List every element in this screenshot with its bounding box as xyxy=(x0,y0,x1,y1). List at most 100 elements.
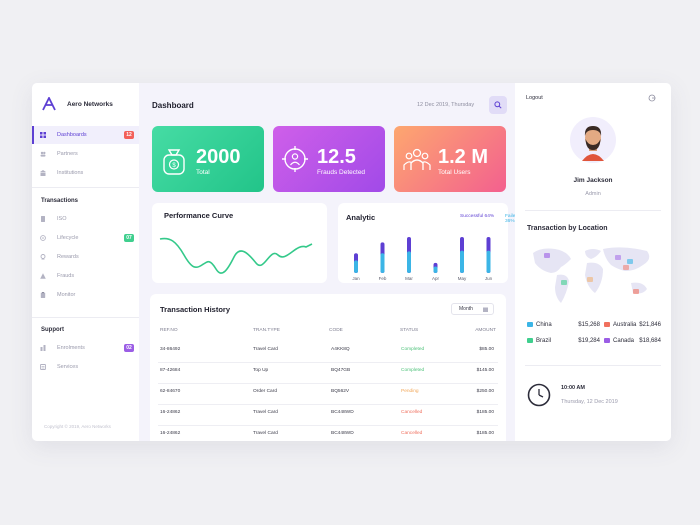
sidebar-item-label: Lifecycle xyxy=(57,235,79,241)
sidebar-item-label: Partners xyxy=(57,151,78,157)
row-divider xyxy=(158,404,498,405)
award-icon xyxy=(40,254,46,260)
stat-card-users[interactable]: 1.2 M Total Users xyxy=(394,126,506,192)
stat-label: Total xyxy=(196,169,210,176)
stat-label: Total Users xyxy=(438,169,471,176)
table-row[interactable]: 16-24862 Travel Card BC448WD Cancelled $185.… xyxy=(150,425,506,441)
notification-badge: 02 xyxy=(124,344,134,352)
sidebar-item-frauds[interactable]: Frauds xyxy=(32,267,139,285)
row-divider xyxy=(158,362,498,363)
sidebar-item-label: Services xyxy=(57,364,79,370)
analytic-chart: Jan Feb Mar Apr May Jun xyxy=(352,237,493,281)
location-amount: $21,846 xyxy=(639,322,661,328)
divider xyxy=(525,365,661,366)
sidebar-item-label: Dashboards xyxy=(57,132,87,138)
month-filter-dropdown[interactable]: Month xyxy=(451,303,494,315)
bar-failed-apr[interactable] xyxy=(433,266,438,273)
table-header-col-type[interactable]: TRAN.TYPE xyxy=(253,328,280,333)
table-header-col-code[interactable]: CODE xyxy=(329,328,343,333)
sidebar-item-partners[interactable]: Partners xyxy=(32,145,139,163)
logout-link[interactable]: Logout xyxy=(526,95,543,101)
avatar[interactable] xyxy=(570,117,616,163)
legend-failed: Failed 36% xyxy=(505,214,519,224)
table-cell-code: BQ562V xyxy=(331,389,350,394)
stat-value: 2000 xyxy=(196,146,241,168)
users-icon xyxy=(40,151,46,157)
sidebar-item-label: ISO xyxy=(57,216,67,222)
services-icon xyxy=(40,364,46,370)
page-title: Dashboard xyxy=(152,101,194,110)
table-cell-code: BC448WD xyxy=(331,410,354,415)
search-icon xyxy=(494,101,502,109)
sidebar: Aero Networks Dashboards 12 Partners Ins… xyxy=(32,83,139,441)
legend-successful: Successful 64% xyxy=(460,214,495,219)
bar-failed-jan[interactable] xyxy=(354,260,358,273)
table-cell-ref: 62-84670 xyxy=(160,389,181,394)
stat-card-total[interactable]: $ 2000 Total xyxy=(152,126,264,192)
sidebar-item-label: Enrolments xyxy=(57,345,85,351)
notification-badge: 12 xyxy=(124,131,134,139)
stat-label: Frauds Detected xyxy=(317,169,366,176)
flag-icon xyxy=(527,322,533,327)
user-name: Jim Jackson xyxy=(573,177,613,184)
location-row-brazil: Brazil xyxy=(527,338,551,344)
power-icon[interactable] xyxy=(648,94,656,102)
divider xyxy=(525,210,661,211)
section-title-support: Support xyxy=(41,327,64,333)
x-tick-label: Mar xyxy=(405,276,413,281)
bar-failed-feb[interactable] xyxy=(380,253,385,273)
card-title: Performance Curve xyxy=(164,211,234,220)
table-row[interactable]: 16-24862 Travel Card BC448WD Cancelled $185.… xyxy=(150,404,506,426)
table-row[interactable]: 87-42684 Top Up BQ47GB Completed $145.00 xyxy=(150,362,506,384)
x-tick-label: Feb xyxy=(379,276,387,281)
table-cell-amount: $145.00 xyxy=(476,368,494,373)
search-button[interactable] xyxy=(489,96,507,114)
sidebar-item-institutions[interactable]: Institutions xyxy=(32,164,139,182)
table-header-col-status[interactable]: STATUS xyxy=(400,328,419,333)
x-tick-label: Jun xyxy=(485,276,493,281)
table-row[interactable]: 62-84670 Order Card BQ562V Pending $250.00 xyxy=(150,383,506,405)
analytic-card: Analytic Jan Feb Mar Apr May Jun xyxy=(338,203,508,283)
card-title: Analytic xyxy=(346,213,376,222)
sidebar-item-label: Frauds xyxy=(57,273,75,279)
table-cell-status: Completed xyxy=(401,368,425,373)
section-title-transactions: Transactions xyxy=(41,198,79,204)
sidebar-item-lifecycle[interactable]: Lifecycle 07 xyxy=(32,229,139,247)
table-header-col-ref[interactable]: REF.NO xyxy=(160,328,178,333)
aero-logo-icon xyxy=(42,97,56,111)
sidebar-item-services[interactable]: Services xyxy=(32,358,139,376)
table-cell-amount: $85.00 xyxy=(479,347,494,352)
right-panel: Logout Jim Jackson Admin Transaction by … xyxy=(515,83,671,441)
bar-failed-jun[interactable] xyxy=(486,250,491,273)
table-header-col-amount[interactable]: AMOUNT xyxy=(475,328,496,333)
sidebar-item-dashboards[interactable]: Dashboards 12 xyxy=(32,126,139,144)
table-cell-amount: $250.00 xyxy=(476,389,494,394)
users-group-icon xyxy=(403,148,431,170)
user-role: Admin xyxy=(585,191,601,197)
performance-card: Performance Curve xyxy=(152,203,327,283)
table-cell-code: BQ47GB xyxy=(331,368,351,373)
cycle-icon xyxy=(40,235,46,241)
dashboard-app: Aero Networks Dashboards 12 Partners Ins… xyxy=(32,83,671,441)
sidebar-item-monitor[interactable]: Monitor xyxy=(32,286,139,304)
location-row-australia: Australia xyxy=(604,322,636,328)
stat-value: 1.2 M xyxy=(438,146,489,168)
clipboard-icon xyxy=(40,292,46,298)
table-cell-status: Cancelled xyxy=(401,431,423,436)
location-title: Transaction by Location xyxy=(527,225,608,232)
table-row[interactable]: 34-86492 Travel Card A4KK8Q Completed $85.00 xyxy=(150,341,506,363)
sidebar-item-rewards[interactable]: Rewards xyxy=(32,248,139,266)
table-cell-status: Pending xyxy=(401,389,419,394)
stat-value: 12.5 xyxy=(317,146,356,168)
sidebar-item-iso[interactable]: ISO xyxy=(32,210,139,228)
bar-failed-may[interactable] xyxy=(460,250,464,273)
sidebar-item-label: Rewards xyxy=(57,254,79,260)
document-icon xyxy=(40,216,46,222)
brand-logo[interactable]: Aero Networks xyxy=(42,97,113,111)
grid-icon xyxy=(40,132,46,138)
sidebar-item-enrolments[interactable]: Enrolments 02 xyxy=(32,339,139,357)
stat-card-frauds[interactable]: 12.5 Frauds Detected xyxy=(273,126,385,192)
bar-failed-mar[interactable] xyxy=(407,251,411,273)
table-cell-status: Completed xyxy=(401,347,425,352)
table-cell-ref: 34-86492 xyxy=(160,347,181,352)
